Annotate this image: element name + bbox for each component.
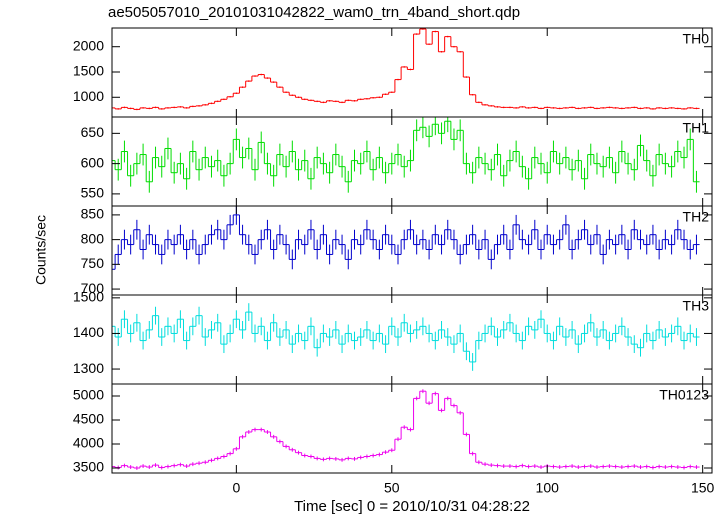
panel-label: TH3 <box>683 298 710 314</box>
panel-data <box>112 303 700 371</box>
x-tick-label: 100 <box>536 480 560 496</box>
y-tick-label: 850 <box>81 206 105 222</box>
y-tick-label: 1300 <box>73 360 104 376</box>
y-tick-label: 1400 <box>73 324 104 340</box>
panel-label: TH0123 <box>659 387 709 403</box>
y-tick-label: 1000 <box>73 88 104 104</box>
y-tick-label: 600 <box>81 154 105 170</box>
panel-label: TH0 <box>683 31 710 47</box>
y-tick-label: 1500 <box>73 289 104 305</box>
y-tick-label: 2000 <box>73 37 104 53</box>
y-tick-label: 800 <box>81 230 105 246</box>
y-tick-label: 4000 <box>73 435 104 451</box>
y-tick-label: 5000 <box>73 387 104 403</box>
x-tick-label: 150 <box>691 480 715 496</box>
y-tick-label: 650 <box>81 124 105 140</box>
x-tick-label: 0 <box>232 480 240 496</box>
panel-label: TH2 <box>683 209 710 225</box>
y-tick-label: 700 <box>81 280 105 296</box>
chart-title: ae505057010_20101031042822_wam0_trn_4ban… <box>108 4 520 21</box>
y-tick-label: 750 <box>81 255 105 271</box>
x-axis-label: Time [sec] 0 = 2010/10/31 04:28:22 <box>294 498 530 515</box>
panel-frame <box>111 27 713 118</box>
panel-data <box>112 117 700 193</box>
panel-data <box>112 206 700 280</box>
y-axis-label: Counts/sec <box>33 215 49 285</box>
y-tick-label: 1500 <box>73 63 104 79</box>
panel-label: TH1 <box>683 120 710 136</box>
y-tick-label: 4500 <box>73 411 104 427</box>
panel-frame <box>111 294 713 385</box>
panel-frame <box>111 383 713 474</box>
x-tick-label: 50 <box>384 480 400 496</box>
y-tick-label: 3500 <box>73 459 104 475</box>
y-tick-label: 550 <box>81 185 105 201</box>
panel-data <box>112 28 700 111</box>
panel-data <box>112 389 700 470</box>
